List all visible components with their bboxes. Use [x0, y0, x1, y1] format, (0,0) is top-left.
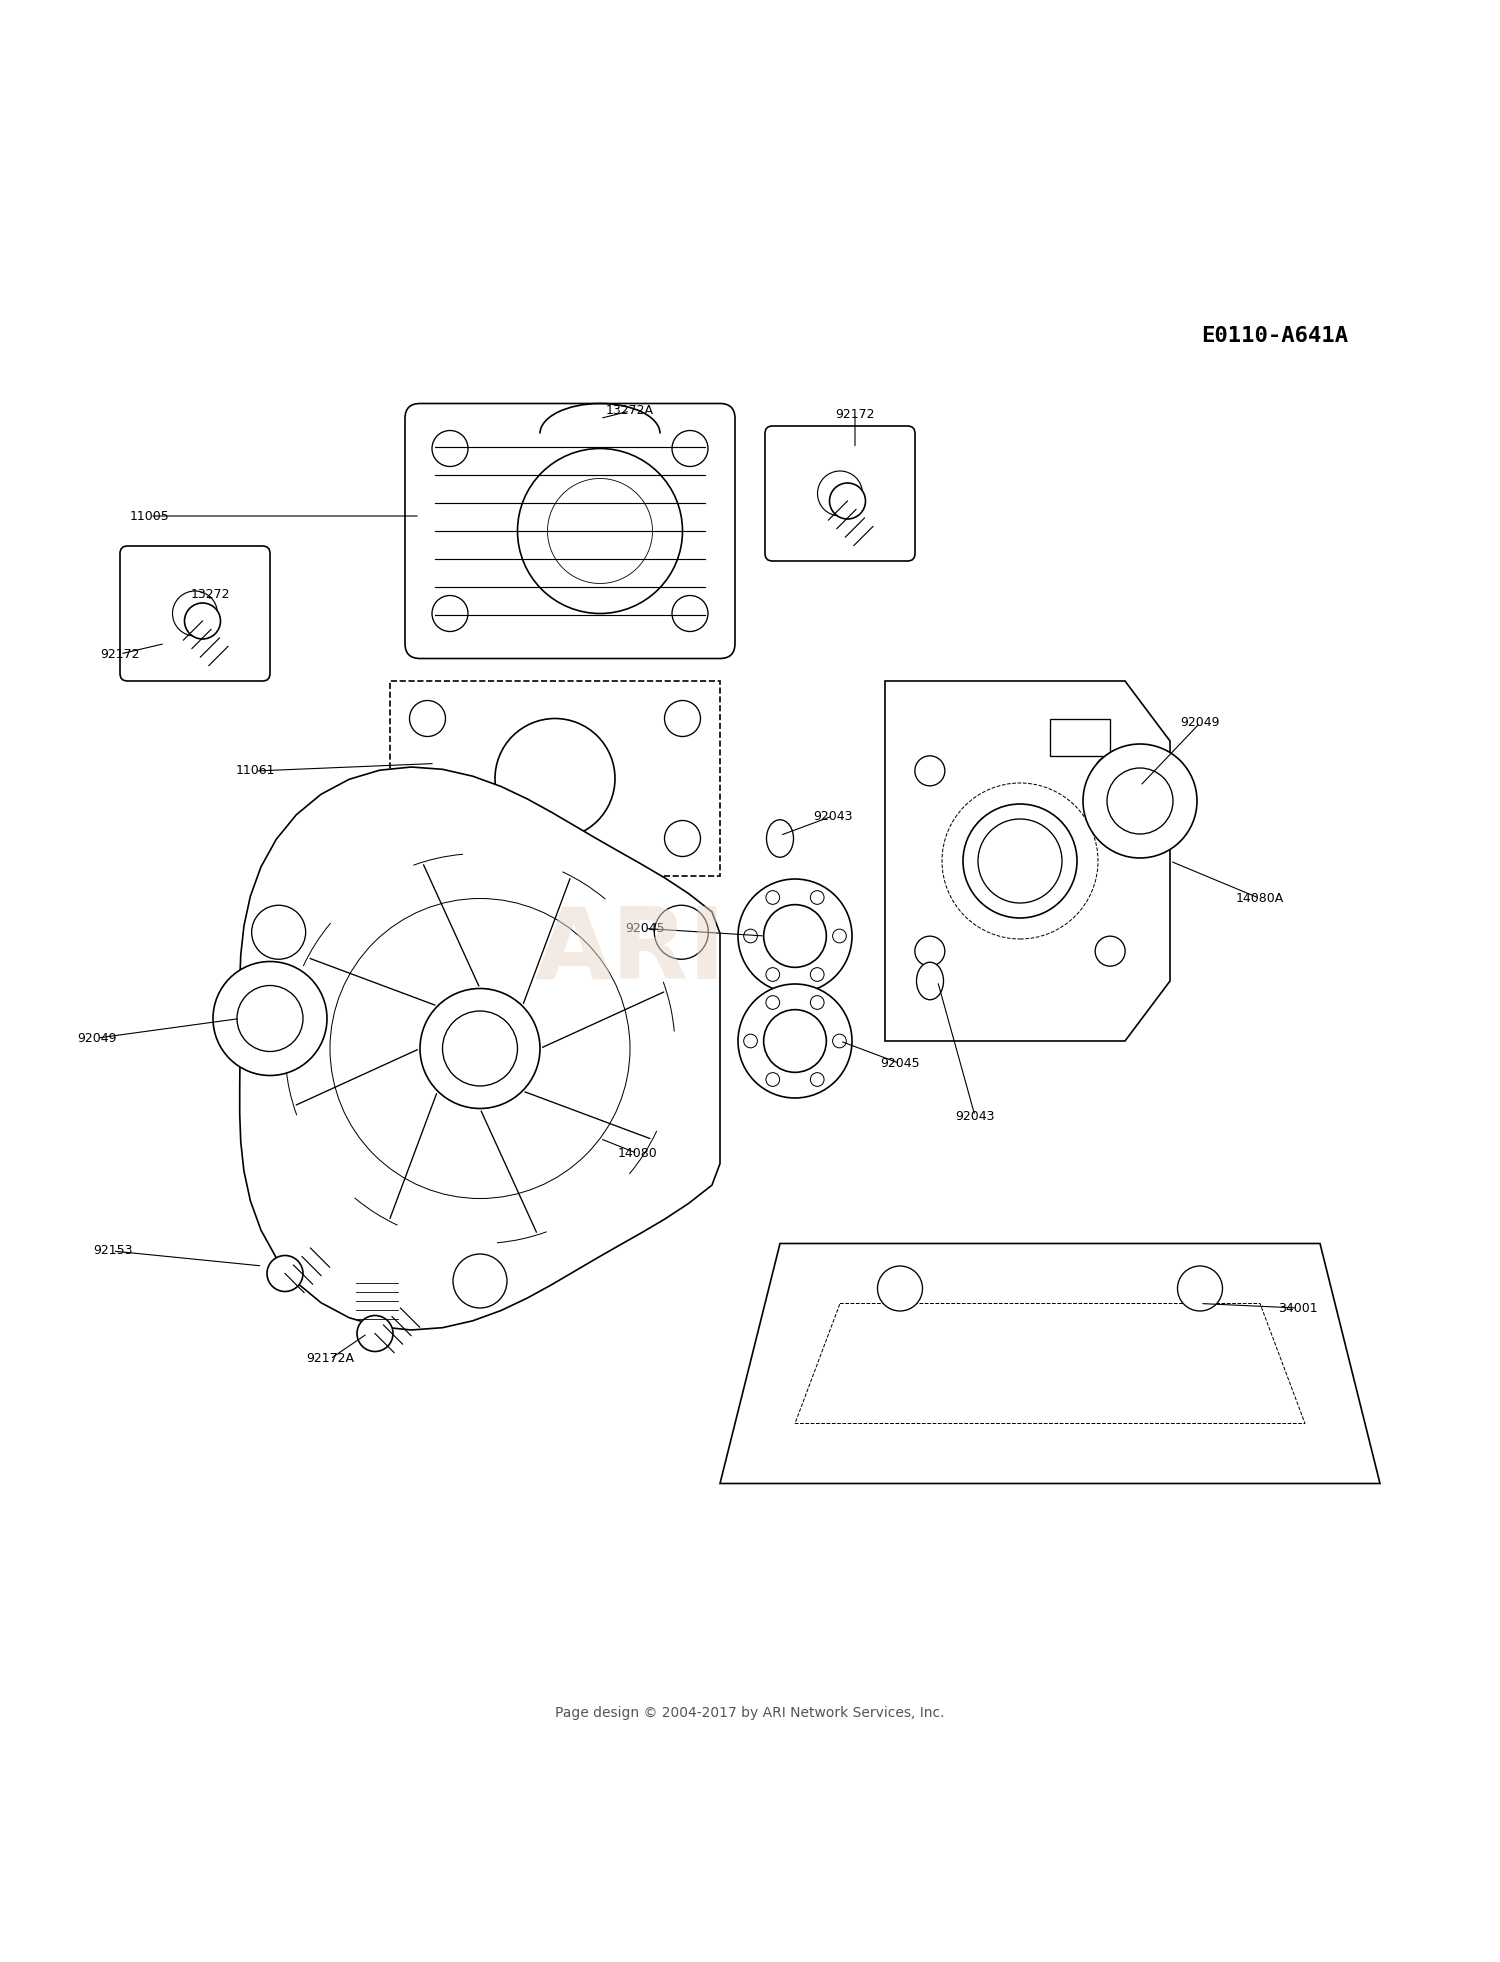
Circle shape	[744, 930, 758, 944]
Circle shape	[453, 1254, 507, 1309]
Circle shape	[810, 1073, 824, 1087]
FancyArrowPatch shape	[310, 959, 435, 1005]
Circle shape	[833, 1034, 846, 1048]
FancyArrowPatch shape	[543, 993, 664, 1048]
Circle shape	[420, 989, 540, 1109]
FancyArrowPatch shape	[524, 879, 570, 1003]
Bar	[390, 681, 720, 875]
Text: 14080A: 14080A	[1236, 893, 1284, 904]
Circle shape	[1178, 1265, 1222, 1311]
FancyBboxPatch shape	[765, 426, 915, 561]
Circle shape	[738, 879, 852, 993]
Text: 92043: 92043	[813, 810, 852, 822]
Circle shape	[764, 1010, 826, 1073]
Circle shape	[766, 967, 780, 981]
Text: 34001: 34001	[1278, 1301, 1317, 1315]
Text: 13272: 13272	[190, 587, 230, 600]
Circle shape	[738, 985, 852, 1099]
Circle shape	[237, 985, 303, 1052]
Text: E0110-A641A: E0110-A641A	[1202, 326, 1348, 345]
Text: ARI: ARI	[534, 903, 726, 999]
Text: 92172A: 92172A	[306, 1352, 354, 1366]
Text: 92045: 92045	[880, 1058, 920, 1069]
Circle shape	[672, 596, 708, 632]
FancyArrowPatch shape	[482, 1110, 537, 1232]
FancyArrowPatch shape	[390, 1093, 436, 1218]
Circle shape	[1095, 755, 1125, 787]
Circle shape	[172, 591, 217, 636]
Circle shape	[518, 449, 682, 614]
Text: 92049: 92049	[78, 1032, 117, 1044]
FancyArrowPatch shape	[296, 1050, 417, 1105]
FancyArrowPatch shape	[423, 865, 478, 987]
Circle shape	[810, 995, 824, 1008]
FancyArrowPatch shape	[525, 1093, 650, 1138]
Circle shape	[252, 904, 306, 959]
Circle shape	[915, 755, 945, 787]
Text: 11005: 11005	[130, 510, 170, 522]
Circle shape	[766, 1073, 780, 1087]
Circle shape	[664, 700, 700, 736]
Text: 13272A: 13272A	[606, 404, 654, 418]
Circle shape	[548, 479, 652, 583]
Circle shape	[818, 471, 862, 516]
Text: 92153: 92153	[93, 1244, 132, 1258]
Circle shape	[915, 936, 945, 965]
Circle shape	[810, 967, 824, 981]
Circle shape	[410, 820, 446, 857]
Circle shape	[267, 1256, 303, 1291]
Text: 11061: 11061	[236, 765, 274, 777]
Circle shape	[495, 718, 615, 838]
Ellipse shape	[916, 961, 944, 1001]
Circle shape	[654, 904, 708, 959]
Text: 92043: 92043	[956, 1109, 994, 1122]
Circle shape	[1095, 936, 1125, 965]
Circle shape	[442, 1010, 518, 1087]
Circle shape	[810, 891, 824, 904]
Circle shape	[764, 904, 826, 967]
Circle shape	[213, 961, 327, 1075]
FancyBboxPatch shape	[120, 545, 270, 681]
Circle shape	[833, 930, 846, 944]
Circle shape	[1083, 744, 1197, 857]
Circle shape	[963, 804, 1077, 918]
Circle shape	[1107, 767, 1173, 834]
Text: 92172: 92172	[100, 647, 140, 661]
Text: Page design © 2004-2017 by ARI Network Services, Inc.: Page design © 2004-2017 by ARI Network S…	[555, 1707, 945, 1721]
Circle shape	[432, 430, 468, 467]
Text: 92049: 92049	[1180, 716, 1219, 730]
Circle shape	[432, 596, 468, 632]
Bar	[1050, 718, 1110, 755]
Polygon shape	[795, 1303, 1305, 1424]
Text: 92045: 92045	[626, 922, 664, 936]
Text: 92172: 92172	[836, 408, 874, 420]
Text: 14080: 14080	[618, 1148, 657, 1160]
Circle shape	[978, 818, 1062, 903]
Circle shape	[357, 1315, 393, 1352]
Circle shape	[878, 1265, 922, 1311]
Circle shape	[766, 891, 780, 904]
Circle shape	[410, 700, 446, 736]
Polygon shape	[240, 767, 720, 1330]
Ellipse shape	[766, 820, 794, 857]
Polygon shape	[720, 1244, 1380, 1483]
Polygon shape	[885, 681, 1170, 1042]
Circle shape	[766, 995, 780, 1008]
Circle shape	[830, 483, 866, 520]
FancyBboxPatch shape	[405, 404, 735, 659]
Circle shape	[184, 602, 220, 640]
Circle shape	[664, 820, 700, 857]
Circle shape	[744, 1034, 758, 1048]
Circle shape	[672, 430, 708, 467]
